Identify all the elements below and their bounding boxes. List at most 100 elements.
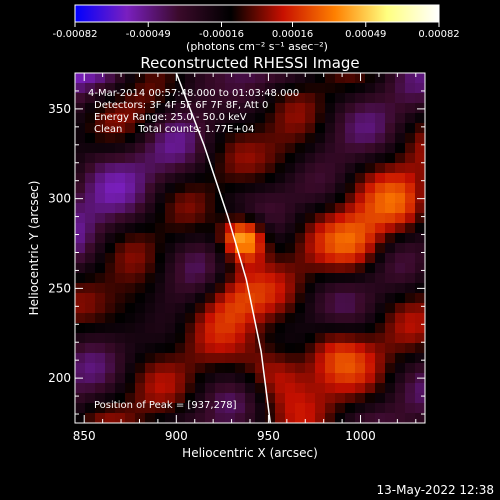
heatmap-cell (165, 113, 176, 124)
heatmap-cell (195, 203, 206, 214)
heatmap-cell (85, 363, 96, 374)
heatmap-cell (365, 153, 376, 164)
heatmap-cell (225, 323, 236, 334)
heatmap-cell (255, 233, 266, 244)
heatmap-cell (375, 253, 386, 264)
heatmap-cell (355, 163, 366, 174)
heatmap-cell (205, 213, 216, 224)
heatmap-cell (205, 273, 216, 284)
heatmap-cell (215, 333, 226, 344)
heatmap-cell (165, 83, 176, 94)
heatmap-cell (325, 293, 336, 304)
heatmap-cell (395, 193, 406, 204)
heatmap-cell (255, 243, 266, 254)
heatmap-cell (195, 363, 206, 374)
heatmap-cell (235, 393, 246, 404)
heatmap-cell (155, 83, 166, 94)
heatmap-cell (355, 273, 366, 284)
heatmap-cell (75, 243, 86, 254)
heatmap-cell (175, 373, 186, 384)
heatmap-cell (335, 153, 346, 164)
heatmap-cell (115, 283, 126, 294)
heatmap-cell (115, 263, 126, 274)
colorbar-tick-label: -0.00082 (53, 29, 98, 40)
heatmap-cell (385, 123, 396, 134)
heatmap-cell (305, 173, 316, 184)
heatmap-cell (115, 203, 126, 214)
heatmap-cell (235, 113, 246, 124)
heatmap-cell (145, 263, 156, 274)
heatmap-cell (295, 83, 306, 94)
heatmap-cell (75, 213, 86, 224)
heatmap-cell (375, 293, 386, 304)
heatmap-cell (125, 203, 136, 214)
heatmap-cell (165, 403, 176, 414)
x-tick-label: 950 (257, 429, 280, 443)
heatmap-cell (325, 263, 336, 274)
heatmap-cell (315, 253, 326, 264)
heatmap-cell (385, 73, 396, 84)
heatmap-cell (395, 163, 406, 174)
heatmap-cell (125, 283, 136, 294)
heatmap-cell (295, 203, 306, 214)
heatmap-cell (85, 403, 96, 414)
heatmap-cell (75, 83, 86, 94)
heatmap-cell (305, 293, 316, 304)
heatmap-cell (115, 363, 126, 374)
heatmap-cell (405, 373, 416, 384)
heatmap-cell (145, 203, 156, 214)
heatmap-cell (355, 133, 366, 144)
colorbar-gradient (74, 4, 440, 23)
heatmap-cell (145, 193, 156, 204)
heatmap-cell (155, 183, 166, 194)
heatmap-cell (335, 403, 346, 414)
heatmap-cell (265, 383, 276, 394)
heatmap-cell (325, 243, 336, 254)
heatmap-cell (75, 153, 86, 164)
heatmap-cell (75, 293, 86, 304)
heatmap-cell (415, 413, 425, 423)
heatmap-cell (295, 243, 306, 254)
heatmap-cell (305, 313, 316, 324)
heatmap-cell (125, 273, 136, 284)
heatmap-cell (95, 223, 106, 234)
heatmap-cell (325, 233, 336, 244)
heatmap-cell (365, 223, 376, 234)
heatmap-cell (145, 393, 156, 404)
heatmap-cell (375, 83, 386, 94)
heatmap-cell (295, 353, 306, 364)
heatmap-cell (415, 143, 425, 154)
colorbar-tick-label: 0.00082 (418, 29, 459, 40)
heatmap-cell (375, 263, 386, 274)
heatmap-cell (125, 413, 136, 423)
heatmap-cell (305, 143, 316, 154)
heatmap-cell (145, 283, 156, 294)
heatmap-cell (205, 353, 216, 364)
heatmap-cell (265, 333, 276, 344)
heatmap-cell (215, 173, 226, 184)
heatmap-cell (285, 163, 296, 174)
heatmap-cell (265, 303, 276, 314)
heatmap-cell (95, 93, 106, 104)
heatmap-cell (305, 303, 316, 314)
heatmap-cell (235, 273, 246, 284)
heatmap-cell (355, 213, 366, 224)
heatmap-cell (285, 253, 296, 264)
heatmap-cell (155, 103, 166, 114)
heatmap-cell (405, 383, 416, 394)
heatmap-cell (105, 143, 116, 154)
heatmap-cell (185, 343, 196, 354)
info-detectors: Detectors: 3F 4F 5F 6F 7F 8F, Att 0 (94, 100, 268, 111)
heatmap-cell (85, 153, 96, 164)
heatmap-cell (165, 413, 176, 423)
heatmap-cell (205, 323, 216, 334)
heatmap-cell (315, 113, 326, 124)
heatmap-cell (185, 413, 196, 423)
heatmap-cell (105, 93, 116, 104)
heatmap-cell (85, 73, 96, 84)
heatmap-cell (345, 83, 356, 94)
heatmap-cell (145, 163, 156, 174)
heatmap-cell (275, 243, 286, 254)
heatmap-cell (75, 413, 86, 423)
heatmap-cell (95, 233, 106, 244)
